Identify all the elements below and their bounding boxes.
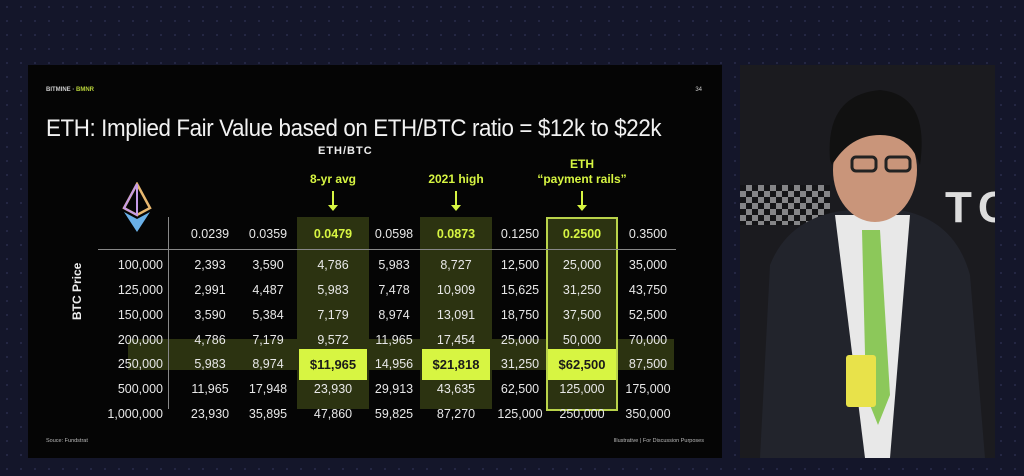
table-cell: 350,000 (625, 407, 671, 421)
table-cell: 2,393 (194, 258, 226, 272)
table-cell: 31,250 (500, 357, 540, 371)
table-cell: 29,913 (374, 382, 414, 396)
btc-price-label: 125,000 (117, 283, 163, 297)
table-cell: 52,500 (628, 308, 668, 322)
table-cell: 12,500 (500, 258, 540, 272)
page-number: 34 (695, 87, 702, 93)
table-cell: 2,991 (194, 283, 226, 297)
arrow-down-icon (328, 191, 338, 211)
table-cell: $62,500 (548, 349, 616, 380)
btc-price-label: 200,000 (117, 333, 163, 347)
table-cell: 11,965 (375, 333, 413, 347)
table-cell: 3,590 (194, 308, 226, 322)
table-cell: 7,179 (317, 308, 349, 322)
annotation-label: “payment rails” (537, 172, 627, 186)
table-cell: 125,000 (559, 382, 605, 396)
ratio-header: 0.0598 (374, 227, 414, 241)
btc-price-label: 150,000 (117, 308, 163, 322)
table-cell: $11,965 (299, 349, 367, 380)
speaker-video: TC (740, 65, 995, 458)
ethereum-logo-icon (122, 182, 152, 232)
btc-price-label: 1,000,000 (107, 407, 163, 421)
table-cell: 7,179 (252, 333, 284, 347)
table-cell: 15,625 (500, 283, 540, 297)
arrow-down-icon (451, 191, 461, 211)
btc-price-label: 100,000 (117, 258, 163, 272)
table-cell: 18,750 (500, 308, 540, 322)
table-cell: 5,384 (252, 308, 284, 322)
table-cell: 23,930 (190, 407, 230, 421)
table-cell: 125,000 (497, 407, 543, 421)
table-cell: $21,818 (422, 349, 490, 380)
header-divider (98, 249, 676, 250)
table-cell: 35,000 (628, 258, 668, 272)
table-cell: 17,948 (248, 382, 288, 396)
table-cell: 4,487 (252, 283, 284, 297)
row-axis-label: BTC Price (70, 262, 84, 320)
table-cell: 87,500 (628, 357, 668, 371)
table-cell: 31,250 (562, 283, 602, 297)
table-cell: 175,000 (625, 382, 671, 396)
table-cell: 59,825 (374, 407, 414, 421)
table-cell: 7,478 (378, 283, 410, 297)
table-cell: 25,000 (500, 333, 540, 347)
ratio-header: 0.2500 (562, 227, 602, 241)
table-cell: 50,000 (562, 333, 602, 347)
btc-price-label: 500,000 (117, 382, 163, 396)
ratio-header: 0.0359 (248, 227, 288, 241)
table-cell: 250,000 (559, 407, 605, 421)
table-cell: 13,091 (436, 308, 476, 322)
table-cell: 43,750 (628, 283, 668, 297)
table-cell: 25,000 (562, 258, 602, 272)
table-cell: 10,909 (436, 283, 476, 297)
table-cell: 43,635 (436, 382, 476, 396)
table-cell: 87,270 (436, 407, 476, 421)
arrow-down-icon (577, 191, 587, 211)
backdrop-text: TC (945, 183, 995, 232)
ratio-header: 0.0479 (313, 227, 353, 241)
table-cell: 37,500 (562, 308, 602, 322)
speaker (760, 90, 985, 458)
footer-note: Illustrative | For Discussion Purposes (613, 438, 704, 444)
slide-title: ETH: Implied Fair Value based on ETH/BTC… (46, 115, 662, 142)
table-cell: 9,572 (317, 333, 349, 347)
annotation-label: 2021 high (428, 172, 484, 186)
ratio-header: 0.0239 (190, 227, 230, 241)
table-cell: 8,974 (252, 357, 284, 371)
table-cell: 70,000 (628, 333, 668, 347)
brand: BITMINE · BMNR (46, 87, 95, 93)
annotation-label: ETH (570, 157, 594, 171)
ratio-header: 0.3500 (628, 227, 668, 241)
table-cell: 5,983 (317, 283, 349, 297)
presentation-slide: BITMINE · BMNR 34 ETH: Implied Fair Valu… (28, 65, 722, 458)
table-cell: 4,786 (317, 258, 349, 272)
table-cell: 11,965 (191, 382, 229, 396)
annotation-label: 8-yr avg (309, 172, 357, 186)
ratio-header: 0.0873 (436, 227, 476, 241)
table-cell: 5,983 (194, 357, 226, 371)
ratio-header: 0.1250 (500, 227, 540, 241)
table-cell: 3,590 (252, 258, 284, 272)
column-divider (168, 217, 169, 409)
btc-price-label: 250,000 (117, 357, 163, 371)
source-note: Souce: Fundstrat (46, 438, 88, 444)
table-cell: 5,983 (378, 258, 410, 272)
table-cell: 47,860 (313, 407, 353, 421)
table-cell: 35,895 (248, 407, 288, 421)
table-cell: 62,500 (500, 382, 540, 396)
table-cell: 8,974 (378, 308, 410, 322)
table-cell: 8,727 (440, 258, 472, 272)
table-cell: 23,930 (313, 382, 353, 396)
table-cell: 4,786 (194, 333, 226, 347)
column-axis-label: ETH/BTC (318, 145, 373, 157)
table-cell: 14,956 (374, 357, 414, 371)
table-cell: 17,454 (436, 333, 476, 347)
